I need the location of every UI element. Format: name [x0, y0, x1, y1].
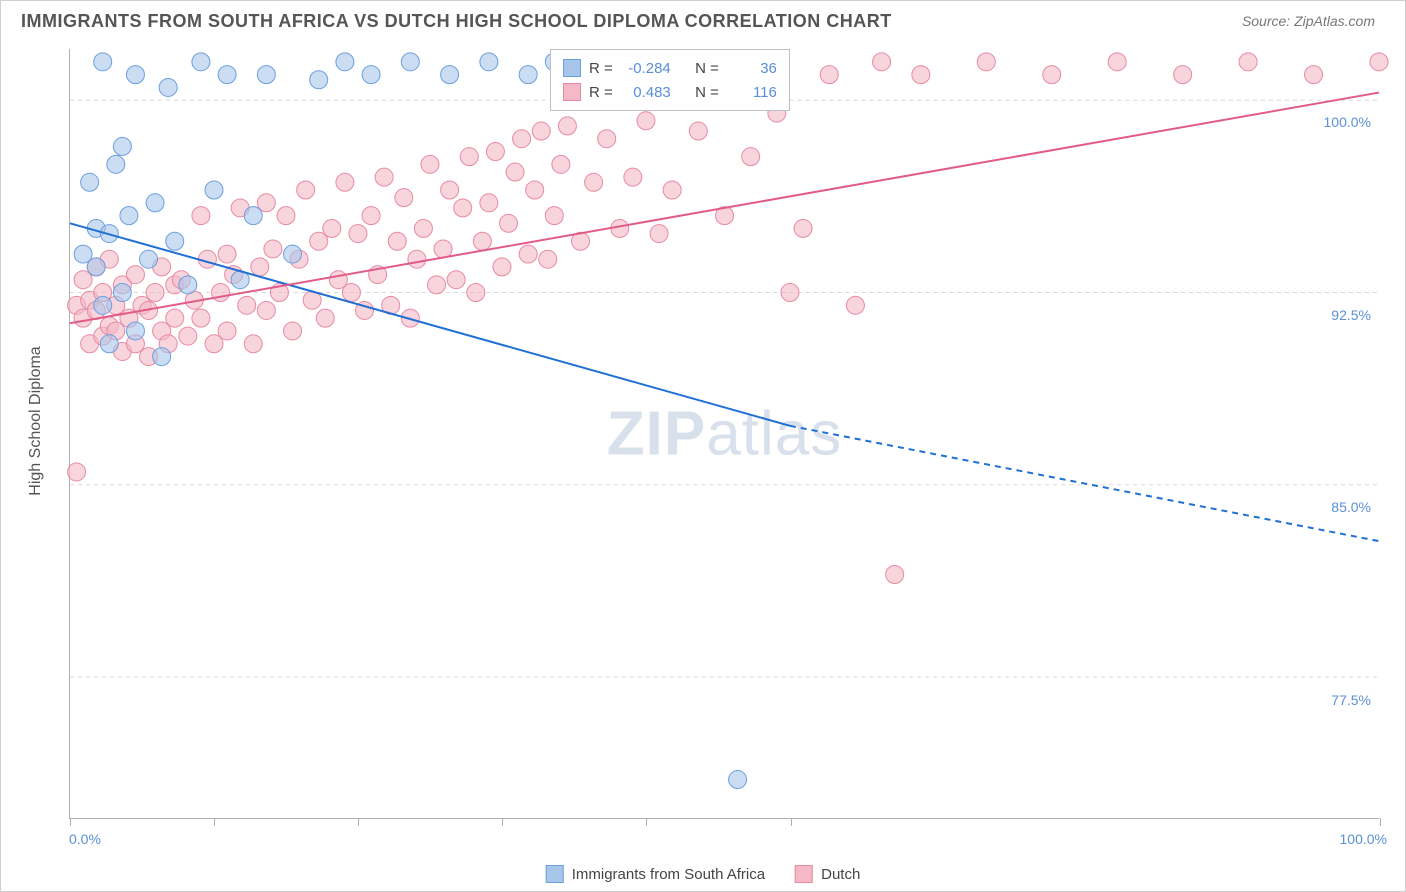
x-tick [646, 818, 647, 826]
x-tick [214, 818, 215, 826]
legend-item-dutch: Dutch [795, 865, 860, 883]
x-max-label: 100.0% [1340, 831, 1387, 847]
bottom-legend: Immigrants from South Africa Dutch [546, 865, 861, 883]
n-value-sa: 36 [727, 60, 777, 77]
y-tick-label: 85.0% [1331, 499, 1371, 515]
plot-area: ZIPatlas R = -0.284 N = 36 R = 0.483 [69, 49, 1379, 819]
y-tick-label: 92.5% [1331, 307, 1371, 323]
source-label: Source: ZipAtlas.com [1242, 13, 1375, 29]
legend-label-dutch: Dutch [821, 866, 860, 883]
plot-svg [70, 49, 1379, 818]
legend-swatch-dutch [563, 83, 581, 101]
y-axis-title: High School Diploma [27, 346, 45, 495]
correlation-legend: R = -0.284 N = 36 R = 0.483 N = 116 [550, 49, 790, 111]
x-tick [502, 818, 503, 826]
x-tick [70, 818, 71, 826]
legend-label-sa: Immigrants from South Africa [572, 866, 765, 883]
legend-swatch-sa-bottom [546, 865, 564, 883]
legend-swatch-sa [563, 59, 581, 77]
y-tick-label: 77.5% [1331, 692, 1371, 708]
x-tick [1380, 818, 1381, 826]
legend-row-dutch: R = 0.483 N = 116 [563, 80, 777, 104]
x-min-label: 0.0% [69, 831, 101, 847]
r-value-sa: -0.284 [621, 60, 671, 77]
correlation-chart: IMMIGRANTS FROM SOUTH AFRICA VS DUTCH HI… [0, 0, 1406, 892]
x-tick [358, 818, 359, 826]
y-tick-label: 100.0% [1324, 114, 1371, 130]
chart-title: IMMIGRANTS FROM SOUTH AFRICA VS DUTCH HI… [21, 11, 892, 32]
n-value-dutch: 116 [727, 84, 777, 101]
x-tick [791, 818, 792, 826]
legend-item-sa: Immigrants from South Africa [546, 865, 765, 883]
legend-row-sa: R = -0.284 N = 36 [563, 56, 777, 80]
r-value-dutch: 0.483 [621, 84, 671, 101]
legend-swatch-dutch-bottom [795, 865, 813, 883]
